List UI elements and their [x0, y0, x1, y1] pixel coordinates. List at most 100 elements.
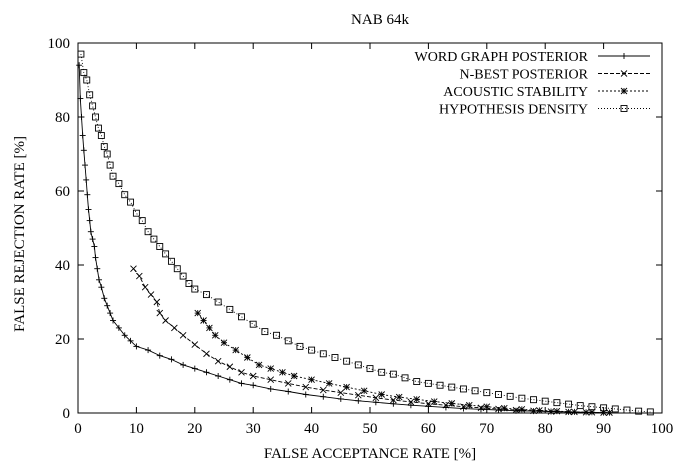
data-point: [156, 352, 163, 359]
data-point: [249, 320, 257, 328]
data-point: [145, 347, 152, 354]
data-point: [194, 309, 202, 317]
data-point: [378, 391, 385, 398]
data-point: [226, 363, 234, 371]
data-point: [576, 402, 584, 410]
data-point: [82, 162, 89, 169]
data-point: [267, 385, 274, 392]
data-point: [407, 398, 415, 406]
data-point: [238, 380, 245, 387]
data-point: [76, 62, 83, 69]
data-point: [588, 408, 596, 416]
data-point: [130, 265, 137, 273]
data-point: [191, 365, 198, 372]
data-point: [355, 391, 362, 399]
data-point: [378, 368, 386, 376]
x-tick-label: 70: [479, 421, 494, 437]
data-point: [191, 285, 199, 293]
data-point: [273, 331, 281, 339]
data-point: [156, 243, 164, 250]
data-point: [98, 284, 105, 291]
data-point: [483, 389, 491, 397]
series-square: [77, 50, 654, 416]
data-point: [206, 324, 213, 332]
y-tick-label: 100: [48, 36, 71, 52]
series-line: [80, 54, 651, 413]
data-point: [337, 389, 345, 396]
data-point: [132, 209, 140, 217]
data-point: [92, 113, 99, 121]
legend-item: HYPOTHESIS DENSITY: [439, 103, 650, 118]
data-point: [331, 354, 339, 361]
data-point: [413, 395, 421, 403]
data-point: [121, 332, 128, 339]
data-point: [238, 313, 245, 321]
data-point: [319, 386, 327, 394]
data-point: [565, 408, 572, 416]
data-point: [255, 361, 263, 369]
x-tick-label: 100: [651, 421, 674, 437]
data-point: [191, 341, 199, 348]
data-point: [87, 228, 94, 235]
legend-item: N-BEST POSTERIOR: [460, 68, 650, 83]
legend-item: ACOUSTIC STABILITY: [443, 85, 650, 100]
data-point: [77, 95, 84, 102]
data-point: [180, 361, 187, 368]
data-point: [168, 356, 175, 363]
data-point: [133, 343, 140, 350]
data-point: [571, 408, 578, 416]
data-point: [107, 310, 114, 317]
data-point: [611, 405, 619, 413]
x-tick-label: 40: [304, 421, 319, 437]
data-point: [623, 406, 631, 414]
data-point: [214, 298, 222, 306]
data-point: [413, 378, 421, 385]
data-point: [430, 398, 438, 405]
data-point: [110, 317, 117, 324]
data-point: [121, 191, 129, 199]
data-point: [495, 405, 502, 413]
data-point: [104, 302, 111, 309]
data-point: [319, 350, 327, 358]
chart-title: NAB 64k: [351, 12, 409, 28]
data-point: [513, 407, 519, 414]
data-point: [325, 380, 333, 387]
data-point: [162, 317, 169, 324]
legend-label: WORD GRAPH POSTERIOR: [415, 50, 589, 65]
data-point: [343, 383, 350, 391]
data-point: [238, 368, 245, 376]
series-line: [133, 268, 604, 414]
data-point: [442, 401, 450, 409]
y-axis-title: FALSE REJECTION RATE [%]: [12, 136, 28, 332]
data-point: [471, 387, 479, 395]
x-tick-label: 90: [596, 421, 611, 437]
data-point: [372, 394, 380, 402]
legend: WORD GRAPH POSTERIOR N-BEST POSTERIOR ACOU…: [415, 50, 650, 118]
data-point: [214, 357, 222, 365]
data-point: [136, 272, 143, 280]
data-point: [606, 409, 613, 416]
data-point: [296, 342, 304, 350]
data-point: [91, 243, 98, 250]
series-layer: [76, 50, 654, 416]
data-point: [80, 69, 88, 77]
data-point: [84, 191, 91, 198]
legend-label: HYPOTHESIS DENSITY: [439, 103, 588, 118]
data-point: [518, 405, 526, 413]
data-point: [115, 180, 123, 188]
data-point: [588, 403, 596, 411]
y-tick-label: 80: [55, 110, 70, 126]
x-tick-label: 0: [74, 421, 82, 437]
data-point: [600, 404, 608, 412]
data-point: [249, 372, 257, 380]
series-cross: [130, 265, 607, 416]
data-point: [395, 393, 403, 401]
data-point: [465, 401, 473, 409]
x-tick-label: 10: [129, 421, 144, 437]
legend-item: WORD GRAPH POSTERIOR: [415, 50, 650, 65]
data-point: [284, 337, 292, 345]
data-point: [83, 176, 90, 183]
data-point: [320, 393, 327, 400]
data-point: [436, 381, 444, 389]
